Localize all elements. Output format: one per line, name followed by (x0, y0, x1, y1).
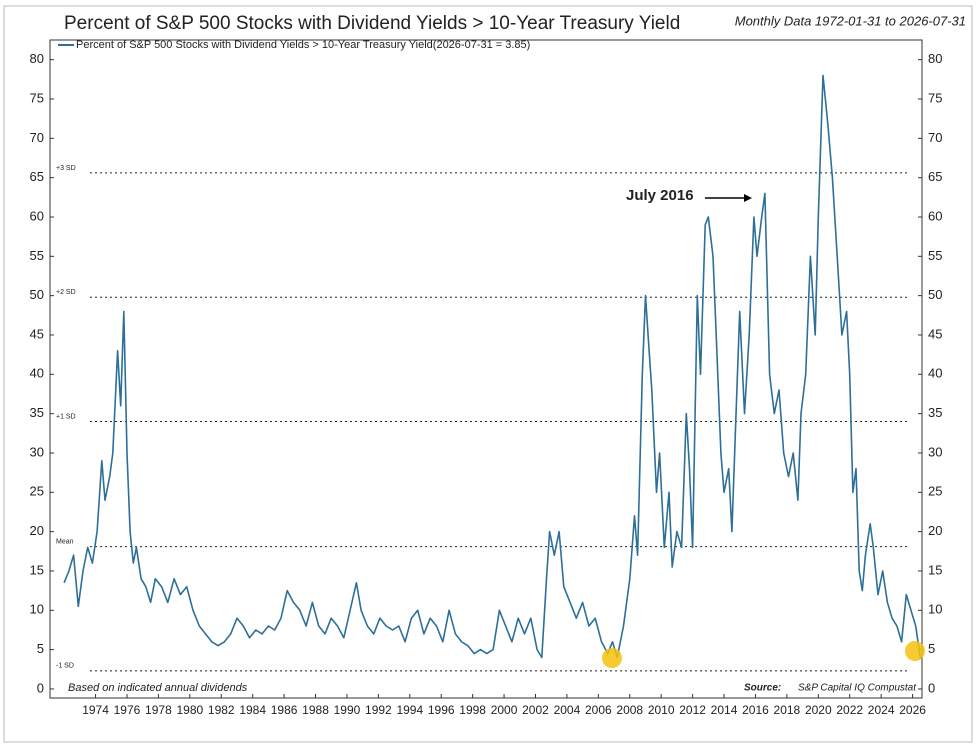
chart-subtitle: Monthly Data 1972-01-31 to 2026-07-31 (735, 13, 966, 28)
y2-tick-label: 10 (928, 602, 942, 617)
y-tick-label: 25 (30, 484, 44, 499)
x-tick-label: 2004 (554, 703, 581, 717)
y-tick-label: 20 (30, 523, 44, 538)
y-tick-label: 0 (37, 680, 44, 695)
x-tick-label: 1990 (334, 703, 361, 717)
y2-tick-label: 65 (928, 169, 942, 184)
legend-label: Percent of S&P 500 Stocks with Dividend … (76, 39, 530, 51)
reference-label: Mean (56, 538, 74, 545)
reference-label: +3 SD (56, 165, 76, 172)
x-tick-label: 1988 (302, 703, 329, 717)
y-tick-label: 5 (37, 641, 44, 656)
y-tick-label: 55 (30, 248, 44, 263)
x-tick-label: 2000 (491, 703, 518, 717)
x-tick-label: 1984 (239, 703, 266, 717)
chart-title: Percent of S&P 500 Stocks with Dividend … (64, 13, 680, 34)
x-tick-label: 2026 (899, 703, 926, 717)
y2-tick-label: 40 (928, 366, 942, 381)
y-tick-label: 30 (30, 444, 44, 459)
x-tick-label: 1982 (208, 703, 235, 717)
y2-tick-label: 35 (928, 405, 942, 420)
x-tick-label: 1978 (145, 703, 172, 717)
x-tick-label: 2012 (679, 703, 706, 717)
x-tick-label: 2018 (774, 703, 801, 717)
y2-tick-label: 70 (928, 130, 942, 145)
y2-tick-label: 15 (928, 562, 942, 577)
x-tick-label: 1992 (365, 703, 392, 717)
reference-label: +2 SD (56, 289, 76, 296)
arrow-head (744, 194, 752, 202)
frame (3, 5, 973, 743)
y2-tick-label: 25 (928, 484, 942, 499)
highlight (905, 641, 925, 661)
source: S&P Capital IQ Compustat (798, 683, 917, 694)
x-tick-label: 1994 (396, 703, 423, 717)
data-line (63, 74, 922, 659)
y2-tick-label: 75 (928, 90, 942, 105)
source-label: Source: (744, 683, 781, 694)
x-tick-label: 2008 (616, 703, 643, 717)
y2-tick-label: 50 (928, 287, 942, 302)
x-tick-label: 1980 (176, 703, 203, 717)
reference-label: -1 SD (56, 663, 74, 670)
x-tick-label: 2010 (648, 703, 675, 717)
x-tick-label: 1974 (82, 703, 109, 717)
y-tick-label: 75 (30, 90, 44, 105)
x-tick-label: 2020 (805, 703, 832, 717)
x-tick-label: 1976 (114, 703, 141, 717)
footnote: Based on indicated annual dividends (68, 682, 248, 694)
y-tick-label: 70 (30, 130, 44, 145)
annotation: July 2016 (626, 187, 694, 204)
x-tick-label: 2022 (836, 703, 863, 717)
y2-tick-label: 55 (928, 248, 942, 263)
y-tick-label: 50 (30, 287, 44, 302)
plot-area (49, 39, 923, 699)
x-tick-label: 1998 (459, 703, 486, 717)
y-tick-label: 35 (30, 405, 44, 420)
y-tick-label: 80 (30, 51, 44, 66)
x-tick-label: 1986 (271, 703, 298, 717)
y-tick-label: 10 (30, 602, 44, 617)
highlight (602, 648, 622, 668)
x-tick-label: 1996 (428, 703, 455, 717)
reference-label: +1 SD (56, 413, 76, 420)
y2-tick-label: 20 (928, 523, 942, 538)
y2-tick-label: 80 (928, 51, 942, 66)
y-tick-label: 65 (30, 169, 44, 184)
x-tick-label: 2002 (522, 703, 549, 717)
x-tick-label: 2006 (585, 703, 612, 717)
y2-tick-label: 30 (928, 444, 942, 459)
y2-tick-label: 45 (928, 326, 942, 341)
y2-tick-label: 60 (928, 208, 942, 223)
y-tick-label: 15 (30, 562, 44, 577)
x-tick-label: 2024 (868, 703, 895, 717)
y-tick-label: 60 (30, 208, 44, 223)
y2-tick-label: 5 (928, 641, 935, 656)
y-tick-label: 45 (30, 326, 44, 341)
x-tick-label: 2016 (742, 703, 769, 717)
x-tick-label: 2014 (711, 703, 738, 717)
y-tick-label: 40 (30, 366, 44, 381)
y2-tick-label: 0 (928, 680, 935, 695)
